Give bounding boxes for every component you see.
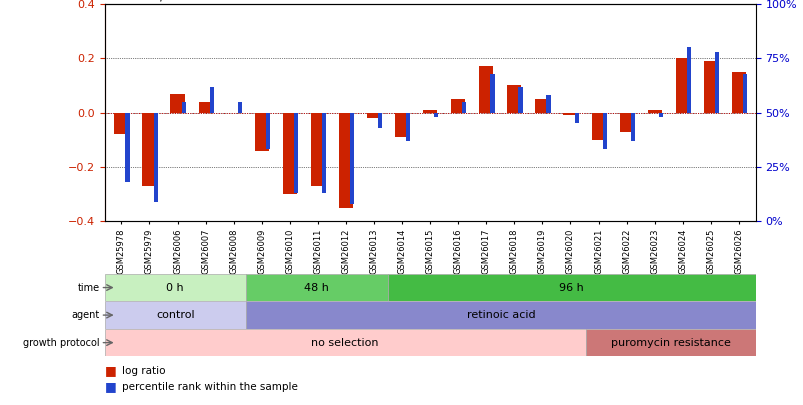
Bar [210,87,214,113]
Bar [574,113,578,124]
Bar [339,113,353,207]
Bar [742,74,746,113]
Bar [563,113,577,115]
Bar [266,113,270,149]
Bar [114,113,128,134]
Bar [602,113,606,149]
Bar [507,85,520,113]
Text: growth protocol: growth protocol [23,338,100,347]
Bar [585,329,755,356]
Bar [434,113,438,117]
Bar [686,47,691,113]
Bar [283,113,296,194]
Bar [238,102,242,113]
Bar [479,66,493,113]
Bar [170,94,185,113]
Bar [394,113,409,137]
Bar [647,110,661,113]
Bar [422,110,437,113]
Bar [377,113,381,128]
Bar [518,87,522,113]
Text: control: control [156,310,194,320]
Bar [490,74,494,113]
Bar [703,61,717,113]
Bar [619,113,633,132]
Text: puromycin resistance: puromycin resistance [610,338,730,347]
Bar [658,113,662,117]
Text: GDS799 / 14381: GDS799 / 14381 [104,0,207,3]
Bar [104,301,246,329]
Text: retinoic acid: retinoic acid [466,310,535,320]
Text: 48 h: 48 h [304,283,329,292]
Bar [714,52,718,113]
Text: ■: ■ [104,380,116,393]
Bar [349,113,354,204]
Bar [246,301,755,329]
Bar [125,113,129,182]
Bar [387,274,755,301]
Bar [535,99,548,113]
Bar [311,113,324,186]
Bar [198,102,212,113]
Text: percentile rank within the sample: percentile rank within the sample [122,382,298,392]
Bar [450,99,465,113]
Bar [104,274,246,301]
Bar [104,329,585,356]
Bar [406,113,410,141]
Text: time: time [77,283,100,292]
Text: agent: agent [71,310,100,320]
Bar [366,113,381,118]
Bar [546,95,550,113]
Bar [142,113,157,186]
Bar [321,113,326,193]
Bar [153,113,157,202]
Text: 0 h: 0 h [166,283,184,292]
Bar [246,274,387,301]
Bar [181,102,185,113]
Bar [731,72,745,113]
Bar [293,113,298,193]
Text: log ratio: log ratio [122,366,165,375]
Text: ■: ■ [104,364,116,377]
Bar [255,113,268,151]
Bar [591,113,605,140]
Bar [675,58,689,113]
Bar [462,102,466,113]
Text: no selection: no selection [311,338,378,347]
Bar [630,113,634,141]
Text: 96 h: 96 h [559,283,583,292]
